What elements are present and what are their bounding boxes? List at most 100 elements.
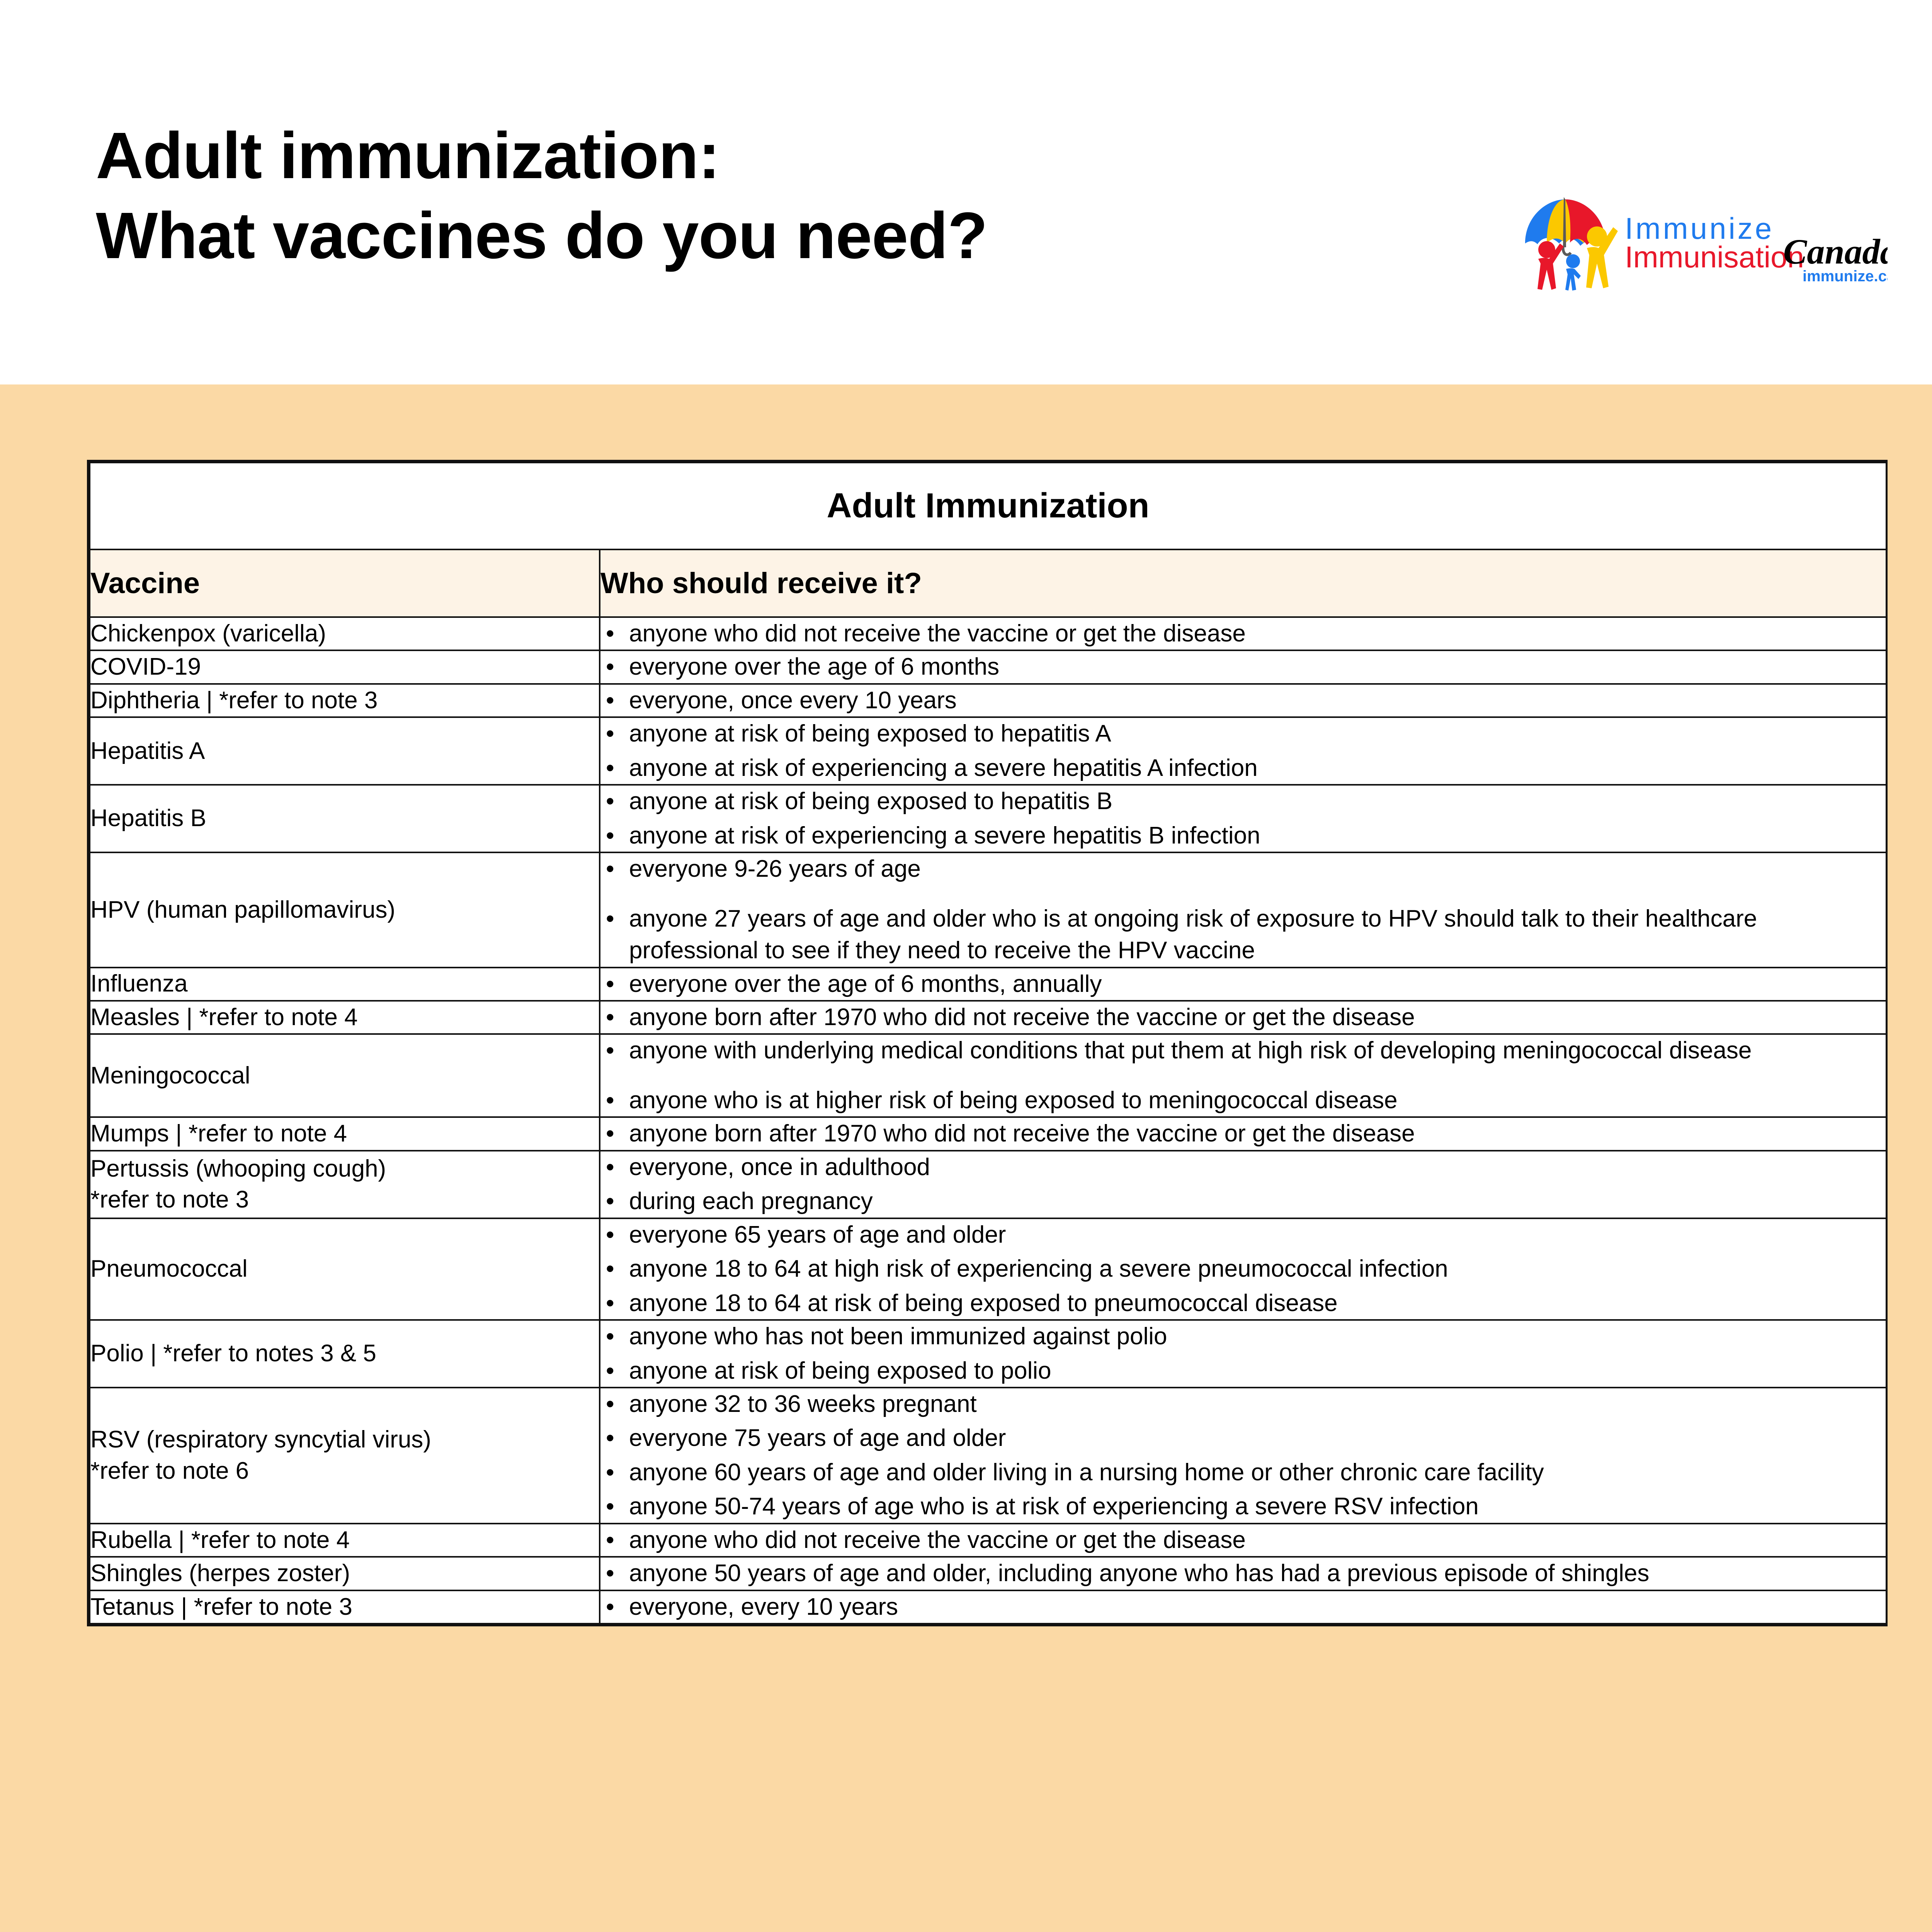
- recommendation-cell: anyone born after 1970 who did not recei…: [599, 1116, 1888, 1151]
- recommendation-cell: anyone at risk of being exposed to hepat…: [599, 784, 1888, 854]
- recommendation-item: everyone, every 10 years: [600, 1591, 1886, 1623]
- logo-text-url: immunize.ca: [1803, 268, 1888, 285]
- title-line-2: What vaccines do you need?: [96, 199, 988, 273]
- recommendation-item: everyone 65 years of age and older: [600, 1219, 1886, 1251]
- recommendation-list: anyone at risk of being exposed to hepat…: [600, 718, 1886, 784]
- recommendation-item: anyone at risk of being exposed to hepat…: [600, 718, 1886, 750]
- header-band: Adult immunization: What vaccines do you…: [0, 0, 1932, 384]
- table-header-row: Vaccine Who should receive it?: [89, 549, 1888, 618]
- table-caption: Adult Immunization: [88, 462, 1888, 550]
- recommendation-item: anyone 18 to 64 at risk of being exposed…: [600, 1287, 1886, 1320]
- recommendation-cell: everyone 65 years of age and older anyone…: [599, 1217, 1888, 1321]
- table-row: Mumps | *refer to note 4anyone born afte…: [89, 1116, 1888, 1151]
- immunization-table: Adult Immunization Vaccine Who should re…: [88, 462, 1888, 1625]
- recommendation-list: everyone over the age of 6 months, annua…: [600, 968, 1886, 1000]
- recommendation-cell: anyone born after 1970 who did not recei…: [599, 1000, 1888, 1035]
- recommendation-item: anyone 27 years of age and older who is …: [600, 903, 1886, 967]
- recommendation-cell: everyone, every 10 years: [599, 1589, 1888, 1625]
- table-row: Hepatitis Aanyone at risk of being expos…: [89, 716, 1888, 786]
- recommendation-cell: anyone at risk of being exposed to hepat…: [599, 716, 1888, 786]
- recommendation-list: everyone over the age of 6 months: [600, 651, 1886, 683]
- vaccine-name-cell: HPV (human papillomavirus): [89, 852, 600, 968]
- table-row: Meningococcalanyone with underlying medi…: [89, 1033, 1888, 1118]
- vaccine-name-cell: Hepatitis A: [89, 716, 600, 786]
- recommendation-list: anyone who has not been immunized agains…: [600, 1321, 1886, 1387]
- logo-artwork: Immunize Immunisation Canada immunize.ca: [1525, 197, 1888, 291]
- recommendation-cell: anyone who did not receive the vaccine o…: [599, 1522, 1888, 1558]
- title-line-1: Adult immunization:: [96, 119, 720, 192]
- recommendation-cell: anyone 32 to 36 weeks pregnanteveryone 7…: [599, 1386, 1888, 1524]
- table-row: Measles | *refer to note 4anyone born af…: [89, 1000, 1888, 1035]
- recommendation-item: anyone born after 1970 who did not recei…: [600, 1118, 1886, 1150]
- vaccine-name-cell: Pertussis (whooping cough) *refer to note…: [89, 1150, 600, 1219]
- column-header-vaccine: Vaccine: [89, 549, 600, 618]
- recommendation-item: anyone with underlying medical condition…: [600, 1035, 1886, 1067]
- recommendation-list: everyone, once in adulthoodduring each p…: [600, 1151, 1886, 1218]
- logo-text-immunize: Immunize: [1625, 211, 1774, 245]
- vaccine-name-cell: Chickenpox (varicella): [89, 616, 600, 651]
- recommendation-list: everyone 9-26 years of age anyone 27 year…: [600, 853, 1886, 966]
- recommendation-cell: everyone 9-26 years of age anyone 27 year…: [599, 852, 1888, 968]
- vaccine-name-cell: Diphtheria | *refer to note 3: [89, 683, 600, 718]
- table-row: Shingles (herpes zoster)anyone 50 years …: [89, 1556, 1888, 1591]
- recommendation-list: everyone, once every 10 years: [600, 685, 1886, 717]
- vaccine-name-cell: Mumps | *refer to note 4: [89, 1116, 600, 1151]
- recommendation-item: everyone, once every 10 years: [600, 685, 1886, 717]
- table-row: Chickenpox (varicella)anyone who did not…: [89, 616, 1888, 651]
- table-row: Hepatitis Banyone at risk of being expos…: [89, 784, 1888, 854]
- recommendation-item: anyone at risk of being exposed to hepat…: [600, 786, 1886, 818]
- recommendation-cell: anyone who has not been immunized agains…: [599, 1319, 1888, 1388]
- vaccine-name-cell: Polio | *refer to notes 3 & 5: [89, 1319, 600, 1388]
- column-header-who: Who should receive it?: [599, 549, 1888, 618]
- table-row: COVID-19everyone over the age of 6 month…: [89, 650, 1888, 685]
- recommendation-item: everyone 75 years of age and older: [600, 1422, 1886, 1454]
- table-row: Tetanus | *refer to note 3everyone, ever…: [89, 1589, 1888, 1625]
- recommendation-list: anyone born after 1970 who did not recei…: [600, 1118, 1886, 1150]
- vaccine-name-cell: Pneumococcal: [89, 1217, 600, 1321]
- recommendation-item: anyone at risk of being exposed to polio: [600, 1355, 1886, 1387]
- recommendation-item: everyone over the age of 6 months, annua…: [600, 968, 1886, 1000]
- table-row: Pertussis (whooping cough) *refer to note…: [89, 1150, 1888, 1219]
- recommendation-list: anyone who did not receive the vaccine o…: [600, 1524, 1886, 1556]
- table-title-row: Adult Immunization: [88, 462, 1888, 550]
- vaccine-name-cell: Tetanus | *refer to note 3: [89, 1589, 600, 1625]
- recommendation-cell: anyone who did not receive the vaccine o…: [599, 616, 1888, 651]
- recommendation-item: anyone at risk of experiencing a severe …: [600, 820, 1886, 852]
- recommendation-list: anyone at risk of being exposed to hepat…: [600, 786, 1886, 852]
- immunization-table-container: Adult Immunization Vaccine Who should re…: [87, 460, 1888, 1627]
- recommendation-list: anyone 32 to 36 weeks pregnanteveryone 7…: [600, 1388, 1886, 1523]
- recommendation-list: anyone born after 1970 who did not recei…: [600, 1002, 1886, 1034]
- logo-text-canada: Canada: [1783, 232, 1888, 271]
- logo-text-immunisation: Immunisation: [1625, 240, 1804, 274]
- vaccine-name-cell: Rubella | *refer to note 4: [89, 1522, 600, 1558]
- recommendation-cell: everyone, once in adulthoodduring each p…: [599, 1150, 1888, 1219]
- recommendation-item: anyone 60 years of age and older living …: [600, 1457, 1886, 1489]
- recommendation-list: anyone 50 years of age and older, includ…: [600, 1558, 1886, 1590]
- vaccine-name-cell: Hepatitis B: [89, 784, 600, 854]
- vaccine-name-cell: Shingles (herpes zoster): [89, 1556, 600, 1591]
- recommendation-item: anyone who did not receive the vaccine o…: [600, 1524, 1886, 1556]
- recommendation-item: anyone who did not receive the vaccine o…: [600, 618, 1886, 650]
- recommendation-list: everyone 65 years of age and older anyone…: [600, 1219, 1886, 1320]
- recommendation-item: anyone 50 years of age and older, includ…: [600, 1558, 1886, 1590]
- recommendation-list: anyone with underlying medical condition…: [600, 1035, 1886, 1116]
- recommendation-item: everyone 9-26 years of age: [600, 853, 1886, 885]
- vaccine-name-cell: Influenza: [89, 966, 600, 1002]
- recommendation-item: anyone who is at higher risk of being ex…: [600, 1085, 1886, 1117]
- table-row: Polio | *refer to notes 3 & 5anyone who …: [89, 1319, 1888, 1388]
- vaccine-name-cell: COVID-19: [89, 650, 600, 685]
- recommendation-item: anyone at risk of experiencing a severe …: [600, 752, 1886, 784]
- vaccine-name-cell: Meningococcal: [89, 1033, 600, 1118]
- recommendation-list: everyone, every 10 years: [600, 1591, 1886, 1623]
- page-title: Adult immunization: What vaccines do you…: [96, 116, 988, 276]
- recommendation-item: anyone who has not been immunized agains…: [600, 1321, 1886, 1353]
- recommendation-list: anyone who did not receive the vaccine o…: [600, 618, 1886, 650]
- recommendation-cell: anyone 50 years of age and older, includ…: [599, 1556, 1888, 1591]
- recommendation-item: anyone born after 1970 who did not recei…: [600, 1002, 1886, 1034]
- recommendation-item: anyone 32 to 36 weeks pregnant: [600, 1388, 1886, 1420]
- recommendation-cell: everyone, once every 10 years: [599, 683, 1888, 718]
- immunize-canada-logo: Immunize Immunisation Canada immunize.ca: [1497, 182, 1888, 298]
- table-row: Rubella | *refer to note 4anyone who did…: [89, 1522, 1888, 1558]
- vaccine-name-cell: RSV (respiratory syncytial virus) *refer …: [89, 1386, 600, 1524]
